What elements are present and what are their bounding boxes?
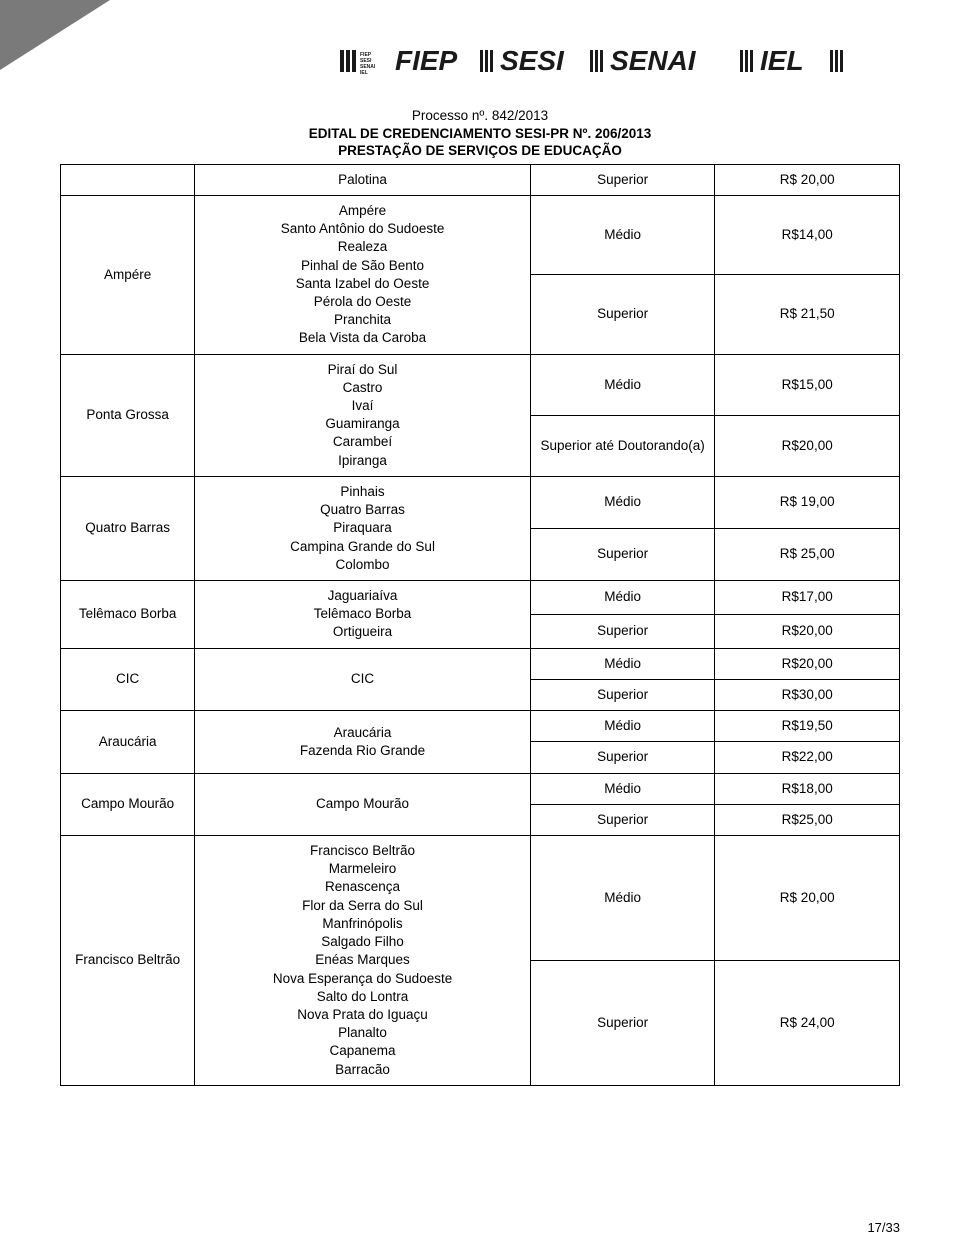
value-cell: R$19,50 — [715, 711, 900, 742]
page: FIEP SESI SENAI IEL FIEP SESI SENAI IEL — [0, 0, 960, 1255]
level-cell: Médio — [530, 195, 715, 274]
logo-svg: FIEP SESI SENAI IEL FIEP SESI SENAI IEL — [340, 40, 900, 82]
value-cell: R$20,00 — [715, 614, 900, 648]
city-cell: Quatro Barras — [61, 476, 195, 580]
locations-cell: AmpéreSanto Antônio do SudoesteRealezaPi… — [195, 195, 531, 354]
city-cell: Ponta Grossa — [61, 354, 195, 476]
value-cell: R$ 20,00 — [715, 835, 900, 960]
svg-text:SENAI: SENAI — [610, 45, 697, 76]
table-row: PalotinaSuperiorR$ 20,00 — [61, 164, 900, 195]
table-row: Ponta GrossaPiraí do SulCastroIvaíGuamir… — [61, 354, 900, 415]
level-cell: Superior até Doutorando(a) — [530, 415, 715, 476]
value-cell: R$14,00 — [715, 195, 900, 274]
document-header: Processo nº. 842/2013 EDITAL DE CREDENCI… — [60, 107, 900, 160]
level-cell: Superior — [530, 528, 715, 580]
level-cell: Superior — [530, 804, 715, 835]
svg-text:IEL: IEL — [760, 45, 804, 76]
city-cell: Ampére — [61, 195, 195, 354]
table-row: Quatro BarrasPinhaisQuatro BarrasPiraqua… — [61, 476, 900, 528]
table-row: AmpéreAmpéreSanto Antônio do SudoesteRea… — [61, 195, 900, 274]
locations-cell: Palotina — [195, 164, 531, 195]
table-row: AraucáriaAraucáriaFazenda Rio GrandeMédi… — [61, 711, 900, 742]
city-cell — [61, 164, 195, 195]
header-line-3: PRESTAÇÃO DE SERVIÇOS DE EDUCAÇÃO — [60, 142, 900, 160]
page-number: 17/33 — [867, 1220, 900, 1235]
level-cell: Superior — [530, 275, 715, 354]
table-row: CICCICMédioR$20,00 — [61, 648, 900, 679]
value-cell: R$20,00 — [715, 648, 900, 679]
corner-decoration — [0, 0, 110, 70]
city-cell: Telêmaco Borba — [61, 581, 195, 649]
value-cell: R$ 20,00 — [715, 164, 900, 195]
level-cell: Médio — [530, 354, 715, 415]
value-cell: R$ 19,00 — [715, 476, 900, 528]
header-line-2: EDITAL DE CREDENCIAMENTO SESI-PR Nº. 206… — [60, 125, 900, 143]
value-cell: R$25,00 — [715, 804, 900, 835]
value-cell: R$18,00 — [715, 773, 900, 804]
logo-bar: FIEP SESI SENAI IEL FIEP SESI SENAI IEL — [60, 40, 900, 87]
city-cell: CIC — [61, 648, 195, 710]
table-row: Francisco BeltrãoFrancisco BeltrãoMarmel… — [61, 835, 900, 960]
value-cell: R$30,00 — [715, 679, 900, 710]
level-cell: Médio — [530, 581, 715, 615]
level-cell: Médio — [530, 711, 715, 742]
header-line-1: Processo nº. 842/2013 — [60, 107, 900, 125]
city-cell: Campo Mourão — [61, 773, 195, 835]
level-cell: Superior — [530, 960, 715, 1085]
value-cell: R$ 25,00 — [715, 528, 900, 580]
level-cell: Médio — [530, 648, 715, 679]
table-row: Telêmaco BorbaJaguariaívaTelêmaco BorbaO… — [61, 581, 900, 615]
table-row: Campo MourãoCampo MourãoMédioR$18,00 — [61, 773, 900, 804]
value-cell: R$22,00 — [715, 742, 900, 773]
locations-cell: CIC — [195, 648, 531, 710]
value-cell: R$ 21,50 — [715, 275, 900, 354]
locations-cell: Francisco BeltrãoMarmeleiroRenascençaFlo… — [195, 835, 531, 1085]
pricing-table: PalotinaSuperiorR$ 20,00AmpéreAmpéreSant… — [60, 164, 900, 1086]
value-cell: R$20,00 — [715, 415, 900, 476]
locations-cell: AraucáriaFazenda Rio Grande — [195, 711, 531, 773]
city-cell: Araucária — [61, 711, 195, 773]
value-cell: R$15,00 — [715, 354, 900, 415]
value-cell: R$17,00 — [715, 581, 900, 615]
city-cell: Francisco Beltrão — [61, 835, 195, 1085]
locations-cell: Campo Mourão — [195, 773, 531, 835]
locations-cell: JaguariaívaTelêmaco BorbaOrtigueira — [195, 581, 531, 649]
level-cell: Superior — [530, 614, 715, 648]
table-body: PalotinaSuperiorR$ 20,00AmpéreAmpéreSant… — [61, 164, 900, 1085]
locations-cell: Piraí do SulCastroIvaíGuamirangaCarambeí… — [195, 354, 531, 476]
level-cell: Superior — [530, 742, 715, 773]
svg-text:SESI: SESI — [500, 45, 565, 76]
level-cell: Médio — [530, 476, 715, 528]
level-cell: Médio — [530, 773, 715, 804]
level-cell: Superior — [530, 164, 715, 195]
level-cell: Médio — [530, 835, 715, 960]
level-cell: Superior — [530, 679, 715, 710]
locations-cell: PinhaisQuatro BarrasPiraquaraCampina Gra… — [195, 476, 531, 580]
svg-text:IEL: IEL — [360, 70, 368, 76]
value-cell: R$ 24,00 — [715, 960, 900, 1085]
svg-text:FIEP: FIEP — [395, 45, 458, 76]
